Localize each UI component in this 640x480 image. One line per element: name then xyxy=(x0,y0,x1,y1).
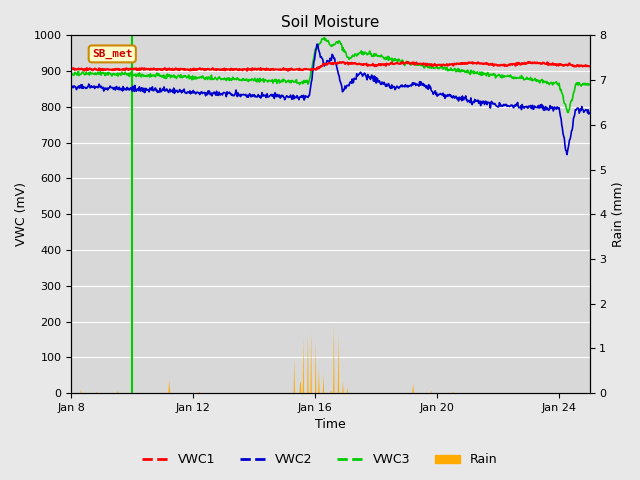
Y-axis label: Rain (mm): Rain (mm) xyxy=(612,181,625,247)
Title: Soil Moisture: Soil Moisture xyxy=(281,15,380,30)
Y-axis label: VWC (mV): VWC (mV) xyxy=(15,182,28,246)
Legend: VWC1, VWC2, VWC3, Rain: VWC1, VWC2, VWC3, Rain xyxy=(138,448,502,471)
X-axis label: Time: Time xyxy=(315,419,346,432)
Text: SB_met: SB_met xyxy=(92,49,132,59)
